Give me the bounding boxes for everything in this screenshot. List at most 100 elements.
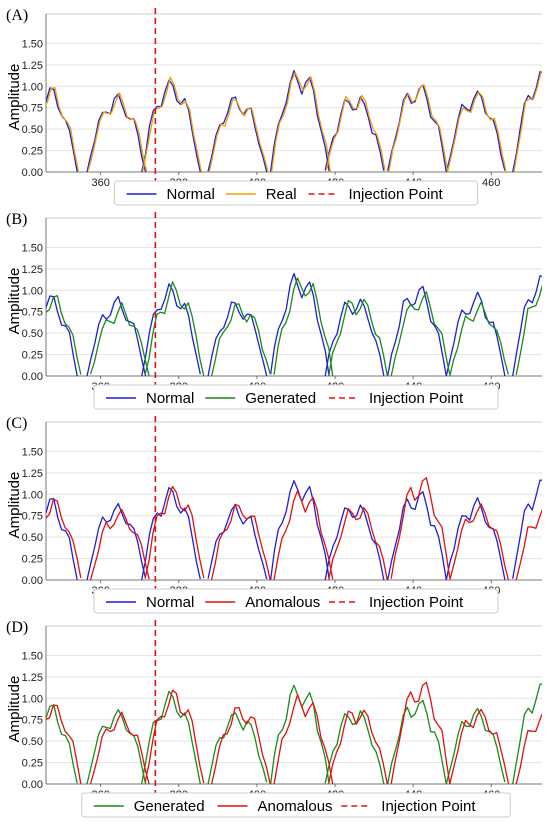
series-line-normal <box>86 502 147 580</box>
chart-panel-1: (A)0.000.250.500.751.001.251.50360380400… <box>6 7 542 206</box>
series-line-generated <box>141 690 201 784</box>
series-line-generated <box>328 298 388 376</box>
legend-label: Injection Point <box>381 798 476 815</box>
y-tick-label: 1.00 <box>22 489 43 501</box>
legend-label: Generated <box>245 390 316 407</box>
series-line-real <box>46 87 80 172</box>
y-tick-label: 0.25 <box>22 554 43 566</box>
legend-label: Injection Point <box>369 390 464 407</box>
series-line-generated <box>390 291 451 376</box>
series-line-anomalous <box>46 498 82 579</box>
series-line-anomalous <box>328 709 388 784</box>
series-line-real <box>271 71 331 172</box>
y-axis-title: Amplitude <box>6 64 23 131</box>
series-line-generated <box>515 284 542 376</box>
series-group <box>46 681 542 784</box>
series-line-real <box>513 70 542 172</box>
series-line-anomalous <box>515 508 542 580</box>
series-line-normal <box>512 479 542 579</box>
series-line-normal <box>86 93 147 172</box>
series-line-normal <box>46 295 78 376</box>
series-line-normal <box>207 504 268 580</box>
series-line-real <box>325 94 386 171</box>
legend-label: Normal <box>146 594 194 611</box>
legend-label: Anomalous <box>245 594 320 611</box>
series-line-real <box>87 92 148 172</box>
legend: Normal Anomalous Injection Point <box>93 588 499 614</box>
y-tick-label: 0.00 <box>22 167 43 179</box>
series-line-generated <box>273 277 334 376</box>
series-line-normal <box>46 497 78 580</box>
y-tick-label: 1.00 <box>22 81 43 93</box>
legend: Normal Real Injection Point <box>114 180 478 206</box>
y-tick-label: 0.50 <box>22 124 43 136</box>
legend-label: Injection Point <box>349 186 444 203</box>
y-tick-label: 1.25 <box>22 468 43 480</box>
series-line-normal <box>445 291 506 376</box>
legend-label: Anomalous <box>258 798 333 815</box>
series-line-normal <box>512 71 542 172</box>
series-line-normal <box>141 486 201 580</box>
series-line-normal <box>269 272 330 376</box>
series-line-normal <box>387 491 447 580</box>
legend: Generated Anomalous Injection Point <box>81 792 511 818</box>
y-tick-label: 1.25 <box>22 264 43 276</box>
series-line-anomalous <box>515 712 542 784</box>
x-tick-label: 360 <box>91 177 109 189</box>
series-group <box>46 272 542 376</box>
y-tick-label: 0.00 <box>22 779 43 791</box>
y-tick-label: 0.25 <box>22 350 43 362</box>
series-line-normal <box>207 301 268 376</box>
y-tick-label: 0.75 <box>22 103 43 115</box>
series-line-generated <box>445 707 506 784</box>
legend-label: Normal <box>146 390 194 407</box>
y-tick-label: 1.25 <box>22 672 43 684</box>
y-axis-title: Amplitude <box>6 268 23 335</box>
y-tick-label: 1.25 <box>22 60 43 72</box>
y-axis-title: Amplitude <box>6 472 23 539</box>
y-tick-label: 0.50 <box>22 736 43 748</box>
series-line-generated <box>46 704 78 784</box>
y-tick-label: 1.50 <box>22 650 43 662</box>
series-line-real <box>446 91 507 172</box>
y-tick-label: 0.25 <box>22 146 43 158</box>
series-line-real <box>142 76 203 172</box>
series-line-anomalous <box>390 681 451 784</box>
series-line-generated <box>89 301 150 376</box>
y-tick-label: 0.75 <box>22 511 43 523</box>
y-tick-label: 0.75 <box>22 715 43 727</box>
series-line-anomalous <box>46 704 82 784</box>
series-line-anomalous <box>449 708 510 784</box>
series-line-normal <box>141 283 201 376</box>
y-tick-label: 1.00 <box>22 693 43 705</box>
y-tick-label: 0.00 <box>22 575 43 587</box>
series-line-anomalous <box>144 485 205 579</box>
series-line-normal <box>512 275 542 376</box>
series-line-generated <box>449 301 510 376</box>
chart-panel-2: (B)0.000.250.500.751.001.251.50360380400… <box>6 211 542 410</box>
series-line-generated <box>387 699 447 784</box>
series-line-real <box>208 98 269 172</box>
legend-frame <box>93 588 499 614</box>
series-line-anomalous <box>210 706 271 784</box>
series-line-anomalous <box>273 490 334 580</box>
series-line-normal <box>324 96 385 171</box>
series-line-generated <box>512 683 542 784</box>
y-tick-label: 1.50 <box>22 242 43 254</box>
series-group <box>46 477 542 580</box>
series-line-normal <box>46 87 78 172</box>
series-line-real <box>388 84 449 172</box>
series-line-anomalous <box>210 503 271 580</box>
panel-label: (D) <box>6 619 28 636</box>
series-line-normal <box>445 90 506 172</box>
series-line-anomalous <box>449 503 510 580</box>
series-line-anomalous <box>144 689 205 784</box>
legend-label: Generated <box>134 798 205 815</box>
y-tick-label: 0.75 <box>22 307 43 319</box>
y-tick-label: 1.50 <box>22 38 43 50</box>
series-line-anomalous <box>273 694 334 784</box>
legend-label: Real <box>266 186 297 203</box>
series-line-generated <box>46 294 82 375</box>
series-line-anomalous <box>328 507 388 580</box>
series-line-normal <box>387 285 447 376</box>
